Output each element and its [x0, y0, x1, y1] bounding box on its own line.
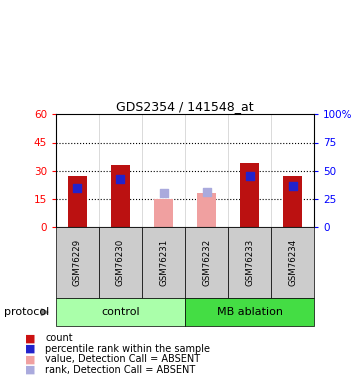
Bar	[154, 199, 173, 227]
Bar	[68, 176, 87, 227]
Bar	[197, 193, 216, 227]
Bar	[271, 227, 314, 298]
Text: control: control	[101, 307, 140, 317]
Text: value, Detection Call = ABSENT: value, Detection Call = ABSENT	[45, 354, 200, 364]
Point	[75, 184, 81, 190]
Text: rank, Detection Call = ABSENT: rank, Detection Call = ABSENT	[45, 365, 195, 375]
Title: GDS2354 / 141548_at: GDS2354 / 141548_at	[116, 100, 254, 113]
Text: ■: ■	[25, 344, 36, 354]
Bar	[99, 227, 142, 298]
Text: protocol: protocol	[4, 307, 49, 317]
Text: ■: ■	[25, 354, 36, 364]
Bar	[142, 227, 185, 298]
Text: GSM76234: GSM76234	[288, 239, 297, 286]
Point	[204, 189, 209, 195]
Bar	[240, 163, 259, 227]
Bar	[111, 165, 130, 227]
Text: MB ablation: MB ablation	[217, 307, 283, 317]
Text: GSM76229: GSM76229	[73, 239, 82, 286]
Text: percentile rank within the sample: percentile rank within the sample	[45, 344, 210, 354]
Text: GSM76230: GSM76230	[116, 239, 125, 286]
Bar	[56, 227, 99, 298]
Bar	[56, 298, 185, 326]
Point	[290, 183, 295, 189]
Bar	[185, 227, 228, 298]
Point	[161, 190, 166, 196]
Bar	[228, 227, 271, 298]
Bar	[185, 298, 314, 326]
Text: count: count	[45, 333, 73, 343]
Text: GSM76232: GSM76232	[202, 239, 211, 286]
Point	[247, 173, 252, 179]
Text: ■: ■	[25, 333, 36, 343]
Text: GSM76231: GSM76231	[159, 239, 168, 286]
Text: GSM76233: GSM76233	[245, 239, 254, 286]
Text: ■: ■	[25, 365, 36, 375]
Bar	[283, 176, 302, 227]
Point	[118, 176, 123, 181]
